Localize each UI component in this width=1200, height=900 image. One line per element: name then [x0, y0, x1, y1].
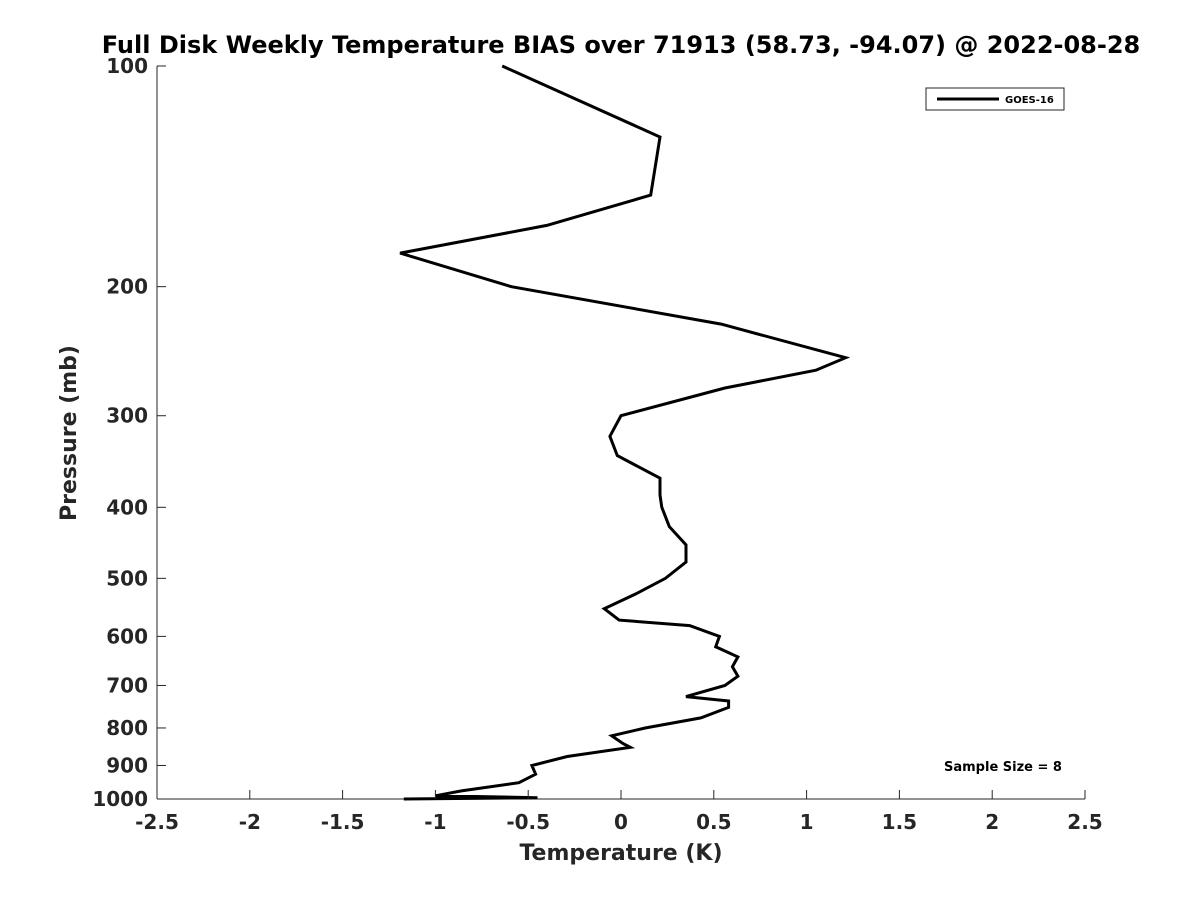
sample-size-annotation: Sample Size = 8	[944, 760, 1062, 775]
x-tick-label: 0.5	[696, 810, 731, 834]
series-line-goes-16	[399, 64, 851, 801]
x-axis: -2.5 -2 -1.5 -1 -0.5 0 0.5 1 1.5 2 2.5	[135, 790, 1103, 834]
x-tick-label: 1.5	[882, 810, 917, 834]
x-tick-label: 2.5	[1067, 810, 1102, 834]
y-axis-label: Pressure (mb)	[57, 345, 82, 521]
y-tick-label: 700	[106, 673, 148, 697]
y-tick-label: 300	[106, 404, 148, 428]
y-tick-label: 400	[106, 495, 148, 519]
y-tick-label: 600	[106, 624, 148, 648]
x-axis-label: Temperature (K)	[519, 841, 722, 866]
x-tick-label: 1	[800, 810, 814, 834]
y-tick-label: 900	[106, 753, 148, 777]
chart-title: Full Disk Weekly Temperature BIAS over 7…	[102, 31, 1141, 59]
x-tick-label: 0	[614, 810, 628, 834]
y-tick-label: 800	[106, 716, 148, 740]
x-tick-label: 2	[985, 810, 999, 834]
y-tick-label: 500	[106, 566, 148, 590]
x-tick-label: -1	[424, 810, 446, 834]
y-tick-label: 100	[106, 54, 148, 78]
x-tick-label: -1.5	[321, 810, 365, 834]
legend-entry-goes-16: GOES-16	[1005, 95, 1054, 106]
x-tick-label: -2.5	[135, 810, 179, 834]
y-axis: 100 200 300 400 500 600 700 800 900 1000	[92, 54, 166, 811]
legend: GOES-16	[925, 87, 1065, 111]
y-tick-label: 200	[106, 275, 148, 299]
x-tick-label: -0.5	[506, 810, 550, 834]
x-tick-label: -2	[239, 810, 261, 834]
y-tick-label: 1000	[92, 787, 148, 811]
